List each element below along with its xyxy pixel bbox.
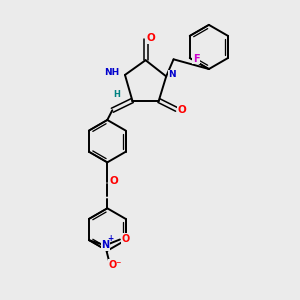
Text: O: O [177,105,186,115]
Text: H: H [113,90,120,99]
Text: N: N [101,240,109,250]
Text: O: O [121,234,129,244]
Text: O: O [146,33,155,43]
Text: O⁻: O⁻ [109,260,122,269]
Text: N: N [169,70,176,80]
Text: NH: NH [104,68,120,77]
Text: F: F [193,54,200,64]
Text: +: + [107,234,114,243]
Text: O: O [109,176,118,186]
